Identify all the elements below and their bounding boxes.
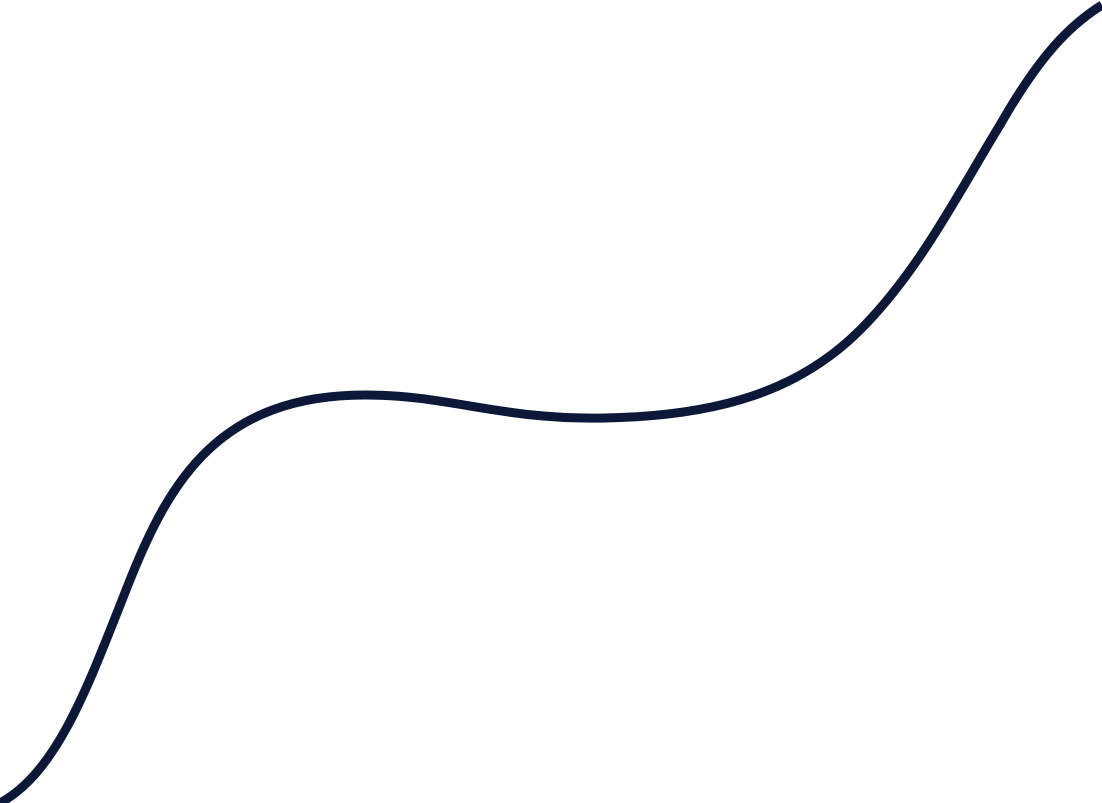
canvas <box>0 0 1102 803</box>
page-body: (() => { const data = JSON.parse(documen… <box>0 0 1102 803</box>
background <box>0 0 1102 803</box>
page: {} html, body { margin: 0; padding: 0; b… <box>0 0 1102 803</box>
decorative-curve <box>0 1 1102 803</box>
